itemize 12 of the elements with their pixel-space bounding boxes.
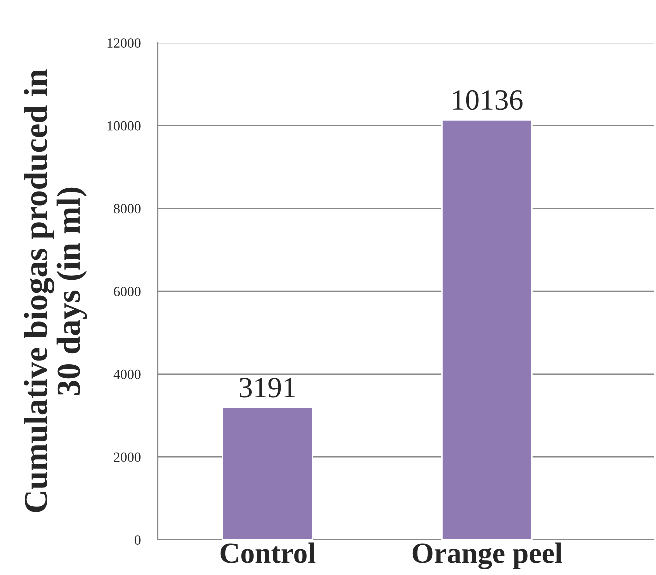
- y-tick-label: 10000: [108, 121, 141, 131]
- y-axis-title: Cumulative biogas produced in 30 days (in ml): [24, 70, 88, 512]
- y-tick-label: 12000: [108, 38, 141, 48]
- x-tick-label: Orange peel: [412, 542, 562, 570]
- y-tick-label: 8000: [114, 204, 141, 214]
- y-tick-label: 2000: [114, 452, 141, 462]
- y-tick-label: 0: [134, 536, 141, 545]
- data-label: 10136: [453, 90, 523, 110]
- data-label: 3191: [240, 378, 296, 398]
- y-tick-label: 6000: [114, 287, 141, 296]
- x-tick-label: Control: [220, 542, 316, 564]
- y-tick-label: 4000: [114, 370, 141, 380]
